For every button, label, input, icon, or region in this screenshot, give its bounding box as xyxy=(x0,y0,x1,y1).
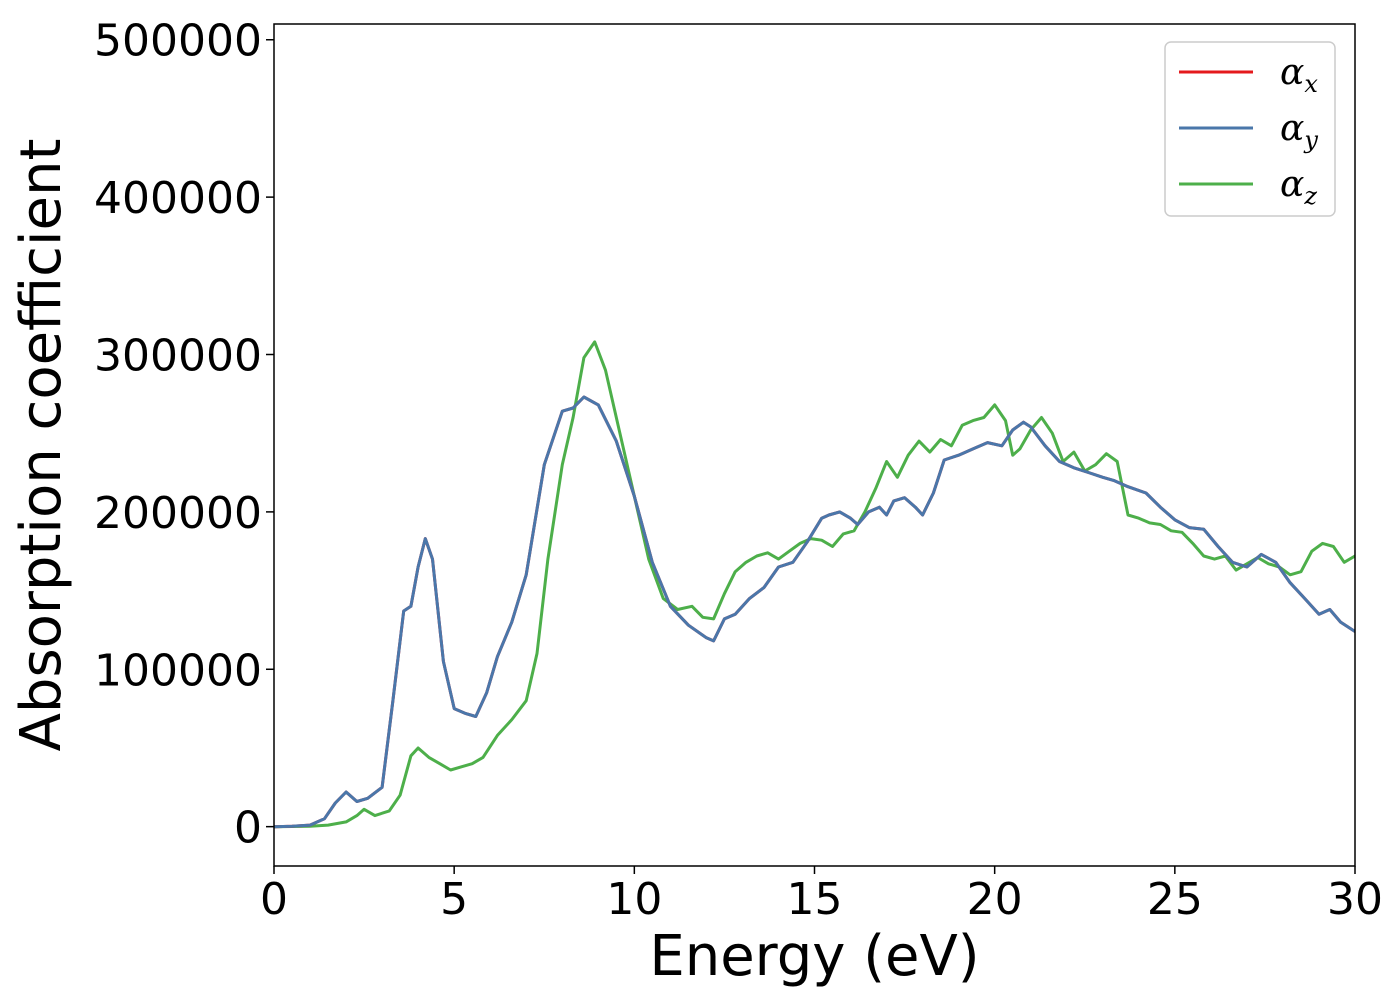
y-tick-label: 500000 xyxy=(94,16,262,67)
y-tick-label: 200000 xyxy=(94,488,262,539)
x-tick-label: 10 xyxy=(606,874,662,925)
series-line-z xyxy=(274,340,1355,829)
series-line-y xyxy=(274,395,1355,829)
y-tick-label: 0 xyxy=(234,803,262,854)
x-tick-label: 5 xyxy=(440,874,468,925)
legend-label-x: αx xyxy=(1280,52,1318,98)
x-tick-label: 20 xyxy=(967,874,1023,925)
legend-label-z: αz xyxy=(1280,164,1317,210)
legend: αx αy αz xyxy=(1164,41,1336,217)
ticks-layer: 0 5 10 15 20 25 30 0 100000 200000 300000 400000 500… xyxy=(94,16,1383,925)
y-tick-label: 400000 xyxy=(94,173,262,224)
y-tick-label: 300000 xyxy=(94,331,262,382)
x-axis-title: Energy (eV) xyxy=(649,924,979,989)
series-layer xyxy=(274,340,1355,829)
x-tick-label: 25 xyxy=(1147,874,1203,925)
x-tick-label: 0 xyxy=(260,874,288,925)
legend-label-y: αy xyxy=(1280,108,1318,154)
x-tick-label: 30 xyxy=(1327,874,1383,925)
x-tick-label: 15 xyxy=(787,874,843,925)
y-axis-title: Absorption coefficient xyxy=(9,139,74,752)
y-tick-label: 100000 xyxy=(94,645,262,696)
